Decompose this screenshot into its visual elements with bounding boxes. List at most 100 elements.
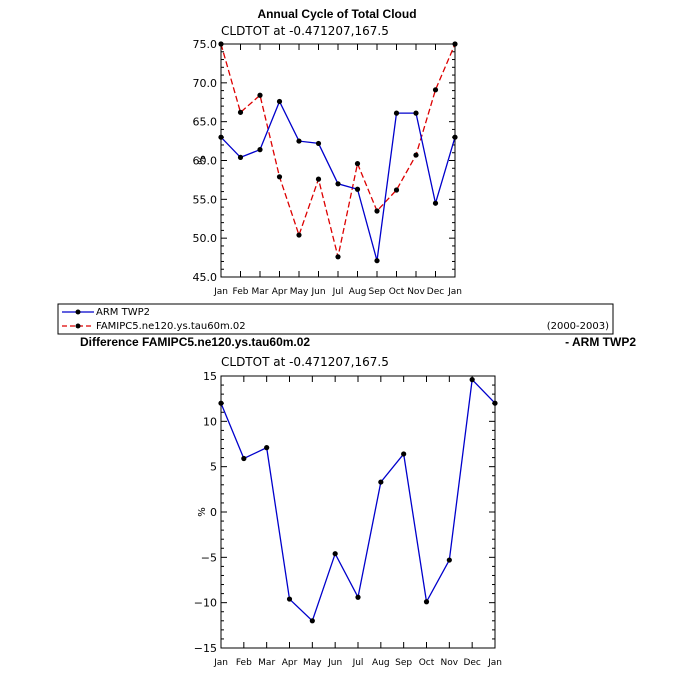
series-line bbox=[220, 378, 496, 622]
data-point bbox=[354, 161, 361, 167]
x-tick-label: May bbox=[290, 287, 309, 297]
data-point bbox=[286, 596, 293, 602]
chart1-frame bbox=[220, 43, 456, 278]
y-tick-label: 10 bbox=[203, 415, 217, 428]
legend-marker-arm bbox=[75, 309, 81, 315]
data-point bbox=[469, 377, 475, 383]
chart2-y-tick-labels: −15 −10 −5 0 5 10 15 bbox=[194, 370, 217, 655]
x-tick-label: Dec bbox=[463, 658, 480, 668]
x-tick-label: Dec bbox=[427, 287, 444, 297]
data-point bbox=[374, 258, 380, 264]
data-point bbox=[296, 138, 302, 144]
series-line bbox=[220, 99, 456, 261]
chart1-ticks bbox=[220, 43, 456, 278]
x-tick-label: Feb bbox=[233, 287, 249, 297]
data-point bbox=[257, 147, 263, 153]
data-point bbox=[264, 445, 270, 451]
x-tick-label: Mar bbox=[258, 658, 275, 668]
data-point bbox=[413, 152, 419, 158]
y-tick-label: −5 bbox=[201, 551, 217, 564]
data-point bbox=[432, 87, 439, 93]
data-point bbox=[446, 557, 452, 563]
data-point bbox=[276, 174, 283, 180]
data-point bbox=[354, 186, 361, 192]
chart-difference: Difference FAMIPC5.ne120.ys.tau60m.02 - … bbox=[80, 335, 636, 668]
chart2-subtitle: CLDTOT at -0.471207,167.5 bbox=[221, 355, 389, 369]
data-point bbox=[309, 618, 315, 624]
x-tick-label: Jul bbox=[332, 287, 344, 297]
data-point bbox=[335, 181, 341, 187]
data-point bbox=[432, 200, 439, 206]
chart2-title: Difference FAMIPC5.ne120.ys.tau60m.02 bbox=[80, 335, 310, 349]
chart2-title-right: - ARM TWP2 bbox=[565, 335, 636, 349]
y-tick-label: 50.0 bbox=[193, 232, 218, 245]
legend: ARM TWP2 FAMIPC5.ne120.ys.tau60m.02 (200… bbox=[57, 303, 614, 335]
x-tick-label: Aug bbox=[372, 658, 390, 668]
chart-annual-cycle: Annual Cycle of Total Cloud CLDTOT at -0… bbox=[193, 7, 462, 297]
legend-label-fam: FAMIPC5.ne120.ys.tau60m.02 bbox=[96, 321, 246, 332]
data-point bbox=[237, 154, 244, 160]
chart2-ticks bbox=[220, 375, 496, 649]
x-tick-label: Feb bbox=[236, 658, 252, 668]
data-point bbox=[257, 92, 263, 98]
data-point bbox=[423, 599, 430, 605]
data-point bbox=[355, 594, 361, 600]
x-tick-label: Jul bbox=[352, 658, 364, 668]
data-point bbox=[276, 98, 283, 105]
y-tick-label: 55.0 bbox=[193, 193, 218, 206]
data-point bbox=[315, 140, 322, 147]
x-tick-label: Nov bbox=[407, 287, 425, 297]
x-tick-label: Jan bbox=[213, 658, 228, 668]
data-point bbox=[378, 479, 384, 485]
chart1-subtitle: CLDTOT at -0.471207,167.5 bbox=[221, 24, 389, 38]
x-tick-label: Nov bbox=[441, 658, 459, 668]
chart1-x-tick-labels: Jan Feb Mar Apr May Jun Jul Aug Sep Oct Nov Dec Jan bbox=[213, 287, 462, 297]
legend-box bbox=[57, 303, 614, 335]
chart2-frame bbox=[220, 375, 496, 649]
y-tick-label: 0 bbox=[210, 506, 217, 519]
y-tick-label: 60.0 bbox=[193, 155, 218, 168]
data-point bbox=[374, 208, 380, 214]
series-line bbox=[220, 43, 456, 257]
x-tick-label: Oct bbox=[419, 658, 435, 668]
y-tick-label: −10 bbox=[194, 597, 217, 610]
y-tick-label: 75.0 bbox=[193, 38, 218, 51]
legend-marker-fam bbox=[75, 323, 81, 329]
chart2-series bbox=[218, 377, 498, 624]
data-point bbox=[241, 455, 247, 462]
x-tick-label: Oct bbox=[389, 287, 405, 297]
y-tick-label: 65.0 bbox=[193, 116, 218, 129]
data-point bbox=[315, 176, 322, 182]
y-tick-label: 5 bbox=[210, 461, 217, 474]
x-tick-label: May bbox=[303, 658, 322, 668]
chart2-x-tick-labels: Jan Feb Mar Apr May Jun Jul Aug Sep Oct Nov Dec Jan bbox=[213, 658, 502, 668]
x-tick-label: Jan bbox=[447, 287, 462, 297]
data-point bbox=[393, 187, 400, 193]
x-tick-label: Jan bbox=[487, 658, 502, 668]
data-point bbox=[413, 110, 419, 116]
y-tick-label: 70.0 bbox=[193, 77, 218, 90]
x-tick-label: Sep bbox=[369, 287, 386, 297]
y-tick-label: 45.0 bbox=[193, 271, 218, 284]
x-tick-label: Jan bbox=[213, 287, 228, 297]
y-tick-label: 15 bbox=[203, 370, 217, 383]
x-tick-label: Apr bbox=[282, 658, 298, 668]
x-tick-label: Jun bbox=[310, 287, 325, 297]
data-point bbox=[401, 451, 407, 457]
y-tick-label: −15 bbox=[194, 642, 217, 655]
data-point bbox=[237, 109, 244, 115]
x-tick-label: Jun bbox=[327, 658, 342, 668]
chart1-title: Annual Cycle of Total Cloud bbox=[257, 7, 416, 21]
x-tick-label: Sep bbox=[395, 658, 412, 668]
x-tick-label: Mar bbox=[252, 287, 269, 297]
data-point bbox=[393, 110, 400, 116]
legend-period: (2000-2003) bbox=[547, 321, 609, 332]
data-point bbox=[335, 254, 341, 260]
data-point bbox=[296, 232, 302, 238]
chart2-y-axis-label: % bbox=[197, 507, 208, 517]
x-tick-label: Apr bbox=[272, 287, 288, 297]
x-tick-label: Aug bbox=[349, 287, 367, 297]
legend-label-arm: ARM TWP2 bbox=[96, 307, 150, 318]
chart1-y-axis-label: % bbox=[197, 155, 208, 165]
